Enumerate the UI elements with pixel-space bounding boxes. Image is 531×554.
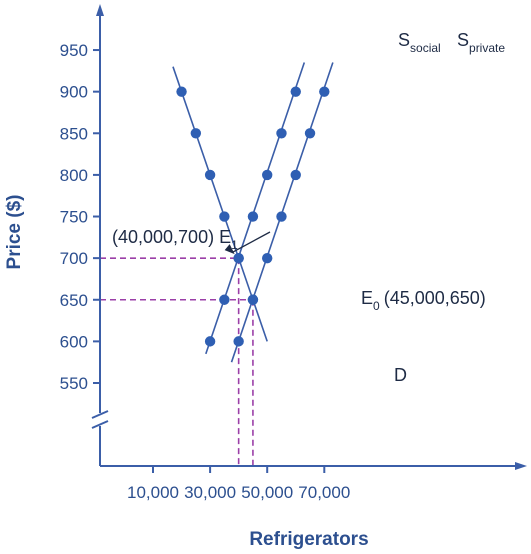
axis-break-mark bbox=[91, 420, 109, 429]
s_social-point bbox=[276, 128, 287, 139]
d-point bbox=[176, 86, 187, 97]
s_social-point bbox=[204, 336, 216, 347]
x-tick-label: 30,000 bbox=[184, 483, 236, 502]
axes: 550 600 650 700 750 800 850 900 950 10,000 30,000 5… bbox=[4, 4, 527, 550]
annotations: Ssocial Sprivate D (40,000,700) E1 E0 (45,000… bbox=[112, 30, 505, 385]
x-tick-label: 70,000 bbox=[298, 483, 350, 502]
s_social-point bbox=[247, 211, 259, 222]
s_social-curve bbox=[205, 62, 306, 355]
x-tick-label: 10,000 bbox=[127, 483, 179, 502]
data-points bbox=[176, 86, 330, 347]
y-axis-title: Price ($) bbox=[4, 195, 25, 270]
d-point bbox=[204, 169, 216, 181]
x-axis-title: Refrigerators bbox=[249, 529, 368, 550]
s_private-point bbox=[319, 86, 330, 97]
y-tick-label: 850 bbox=[60, 124, 88, 143]
s_private-point bbox=[262, 252, 273, 264]
s-social-label: Ssocial bbox=[398, 30, 441, 55]
y-tick-label: 600 bbox=[60, 332, 88, 351]
e0-label: E0 (45,000,650) bbox=[361, 288, 486, 313]
s_social-point bbox=[290, 86, 301, 97]
s_social-point bbox=[262, 169, 273, 181]
y-tick-label: 800 bbox=[60, 166, 88, 185]
demand-label: D bbox=[394, 365, 407, 385]
y-axis-arrow bbox=[96, 4, 104, 16]
s_private-point bbox=[276, 211, 287, 222]
y-tick-label: 950 bbox=[60, 41, 88, 60]
s_private-point bbox=[290, 169, 301, 181]
s_social-point bbox=[233, 252, 244, 264]
d-point bbox=[190, 128, 202, 139]
y-tick-label: 700 bbox=[60, 249, 88, 268]
x-tick-label: 50,000 bbox=[241, 483, 293, 502]
s_private-point bbox=[304, 128, 316, 139]
s-private-label: Sprivate bbox=[457, 30, 505, 55]
y-tick-label: 550 bbox=[60, 374, 88, 393]
y-tick-label: 900 bbox=[60, 83, 88, 102]
equilibrium-guide-lines bbox=[100, 257, 254, 466]
x-axis-arrow bbox=[515, 462, 527, 470]
s_private-point bbox=[233, 336, 244, 347]
axis-break-mark bbox=[91, 410, 109, 419]
y-tick-label: 750 bbox=[60, 208, 88, 227]
e1-label: (40,000,700) E1 bbox=[112, 227, 238, 252]
d-point bbox=[219, 211, 230, 222]
e1-pointer-line bbox=[232, 231, 271, 253]
y-tick-label: 650 bbox=[60, 291, 88, 310]
s_private-point bbox=[247, 294, 259, 305]
e1-pointer-arrow bbox=[224, 244, 235, 255]
s_social-point bbox=[219, 294, 230, 305]
